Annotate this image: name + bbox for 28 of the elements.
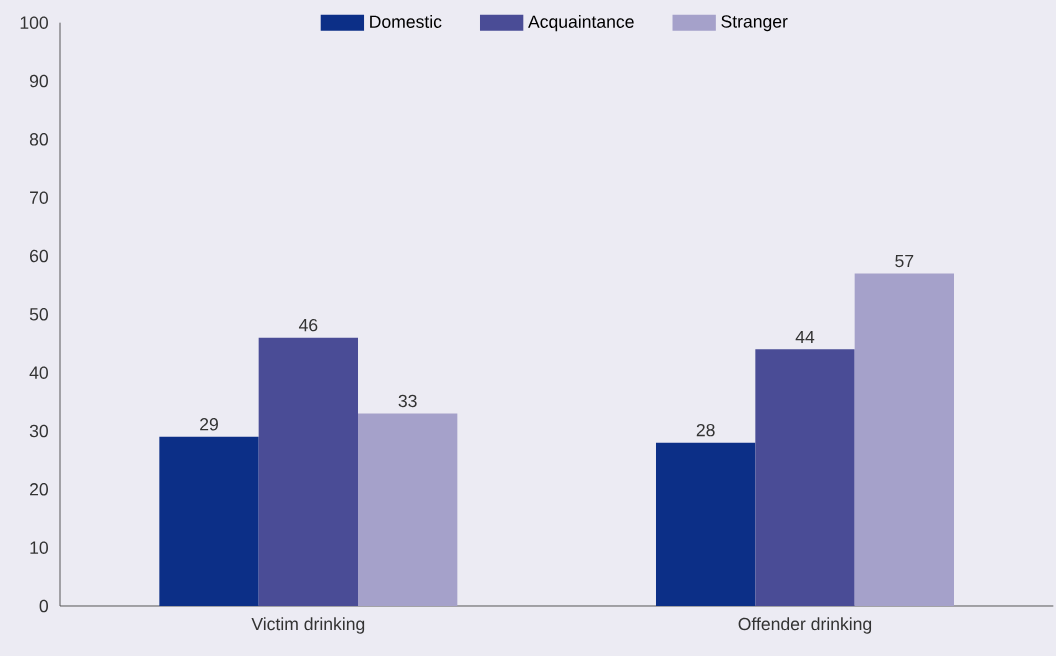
data-label: 46 xyxy=(298,318,318,332)
legend-label: Domestic xyxy=(370,15,442,28)
bar xyxy=(854,273,954,606)
x-tick-label: Victim drinking xyxy=(251,617,365,634)
x-tick-label: Offender drinking xyxy=(738,617,872,634)
legend-label: Acquaintance xyxy=(528,15,634,32)
y-tick-label: 80 xyxy=(29,133,48,146)
y-tick-label: 0 xyxy=(39,599,48,613)
legend-label: Stranger xyxy=(721,15,788,32)
y-tick-label: 50 xyxy=(29,308,48,321)
y-tick-label: 90 xyxy=(29,74,48,88)
y-tick-label: 60 xyxy=(30,249,48,263)
data-label: 44 xyxy=(795,330,815,343)
bar xyxy=(358,413,458,606)
bar xyxy=(258,337,359,606)
data-label: 57 xyxy=(895,254,914,268)
y-tick-label: 70 xyxy=(30,191,48,204)
data-label: 29 xyxy=(200,418,218,431)
y-tick-label: 10 xyxy=(30,541,48,554)
bar xyxy=(159,436,259,606)
data-label: 33 xyxy=(398,394,417,408)
bar xyxy=(656,442,756,606)
y-tick-label: 20 xyxy=(30,483,48,496)
y-tick-label: 40 xyxy=(29,366,48,379)
y-tick-label: 30 xyxy=(29,424,48,438)
bar xyxy=(755,349,855,606)
y-tick-label: 100 xyxy=(20,16,48,29)
data-label: 28 xyxy=(696,423,715,437)
